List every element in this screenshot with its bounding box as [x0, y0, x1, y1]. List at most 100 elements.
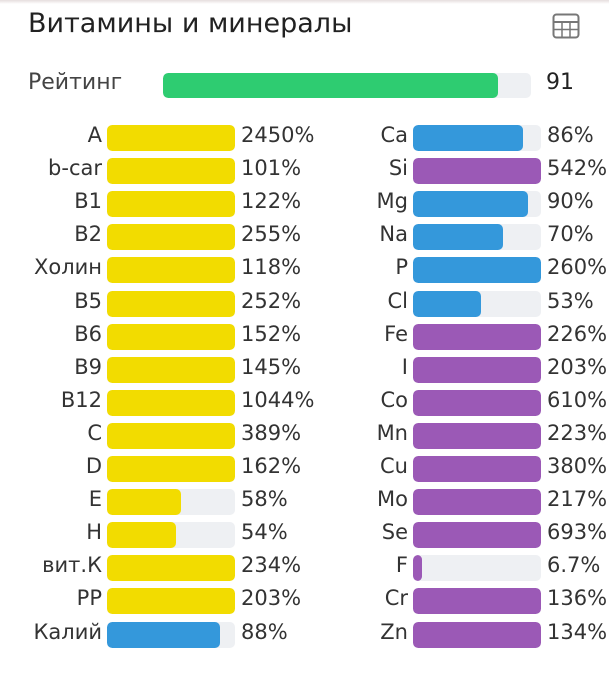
- nutrient-row: B5 252%: [0, 288, 609, 317]
- nutrient-row: C 389%: [0, 421, 609, 449]
- nutrient-bar-fill: [107, 191, 235, 218]
- nutrient-name: D: [85, 454, 102, 478]
- nutrient-bar: [413, 191, 541, 218]
- nutrient-bar: [107, 323, 235, 350]
- nutrient-row: b-car 101%: [0, 156, 609, 185]
- nutrient-value: 203%: [547, 354, 608, 379]
- nutrient-row: Ca 86%: [0, 123, 609, 151]
- nutrient-row: H 54%: [0, 520, 609, 549]
- nutrient-bar: [107, 224, 235, 251]
- nutrient-value: 122%: [241, 189, 302, 214]
- nutrient-bar: [107, 290, 235, 317]
- nutrient-name: E: [88, 487, 102, 512]
- nutrient-bar-fill: [413, 456, 541, 482]
- nutrient-bar: [107, 158, 235, 185]
- nutrient-bar-fill: [107, 621, 220, 648]
- nutrient-row: Zn 134%: [0, 619, 609, 648]
- nutrient-name: Холин: [33, 255, 102, 280]
- nutrient-name: Mo: [377, 487, 408, 512]
- nutrient-bar: [413, 456, 541, 482]
- nutrient-bar-fill: [413, 257, 541, 284]
- nutrient-bar-fill: [107, 489, 182, 516]
- table-grid-icon[interactable]: [552, 13, 580, 39]
- nutrient-bar-fill: [413, 489, 541, 516]
- rating-label: Рейтинг: [28, 70, 123, 95]
- nutrient-bar: [413, 389, 541, 416]
- nutrient-row: Fe 226%: [0, 321, 609, 350]
- nutrient-bar: [107, 456, 235, 482]
- nutrient-value: 54%: [241, 520, 288, 545]
- nutrient-value: 217%: [547, 487, 608, 512]
- nutrient-name: Se: [381, 520, 408, 545]
- nutrient-row: B9 145%: [0, 355, 609, 383]
- nutrient-value: 693%: [547, 520, 608, 545]
- nutrient-row: I 203%: [0, 354, 609, 383]
- nutrient-bar: [107, 389, 235, 416]
- nutrient-bar: [413, 323, 541, 350]
- nutrient-name: Mg: [376, 189, 408, 214]
- nutrient-bar-fill: [413, 158, 541, 185]
- nutrient-bar: [107, 489, 235, 516]
- nutrient-value: 134%: [547, 619, 608, 644]
- nutrient-row: D 162%: [0, 454, 609, 482]
- nutrient-row: вит.К 234%: [0, 553, 609, 582]
- nutrient-row: E 58%: [0, 487, 609, 516]
- nutrient-bar-fill: [413, 621, 541, 648]
- nutrient-name: I: [401, 354, 408, 379]
- nutrient-name: вит.К: [42, 553, 102, 578]
- nutrient-bar-fill: [107, 257, 235, 284]
- nutrient-value: 223%: [547, 420, 608, 445]
- nutrient-bar: [107, 125, 235, 151]
- nutrient-row: B12 1044%: [0, 387, 609, 416]
- nutrient-value: 380%: [547, 454, 608, 478]
- nutrient-row: Калий 88%: [0, 619, 609, 648]
- nutrient-value: 255%: [241, 222, 302, 247]
- nutrient-value: 542%: [547, 156, 608, 181]
- nutrient-name: Cl: [387, 288, 409, 313]
- nutrient-bar: [413, 621, 541, 648]
- nutrient-row: Mg 90%: [0, 189, 609, 218]
- nutrient-row: Mn 223%: [0, 420, 609, 449]
- nutrient-bar: [413, 158, 541, 185]
- nutrient-row: B1 122%: [0, 189, 609, 218]
- nutrient-bar-fill: [107, 224, 235, 251]
- nutrient-value: 162%: [241, 454, 302, 478]
- nutrient-value: 610%: [547, 387, 608, 412]
- nutrient-value: 90%: [547, 189, 594, 214]
- nutrient-bar-fill: [107, 389, 235, 416]
- nutrient-value: 203%: [241, 586, 302, 611]
- nutrient-name: B12: [60, 387, 102, 412]
- nutrient-bar-fill: [413, 125, 524, 151]
- nutrient-bar: [413, 489, 541, 516]
- nutrient-bar-fill: [107, 158, 235, 185]
- nutrient-bar: [413, 290, 541, 317]
- nutrient-name: b-car: [48, 156, 102, 181]
- nutrient-name: Na: [379, 222, 408, 247]
- nutrient-value: 252%: [241, 288, 302, 313]
- rating-bar-fill: [163, 73, 498, 98]
- nutrient-value: 136%: [547, 586, 608, 611]
- nutrient-value: 152%: [241, 321, 302, 346]
- nutrient-name: F: [395, 553, 408, 578]
- nutrient-name: Ca: [380, 123, 408, 147]
- nutrient-row: Co 610%: [0, 387, 609, 416]
- nutrient-row: F 6.7%: [0, 553, 609, 582]
- nutrient-bar: [413, 588, 541, 615]
- nutrient-bar-fill: [413, 191, 529, 218]
- nutrient-bar: [107, 191, 235, 218]
- nutrient-name: Cr: [384, 586, 408, 611]
- nutrient-name: Калий: [33, 619, 103, 644]
- nutrient-bar-fill: [413, 588, 541, 615]
- nutrient-name: B6: [74, 321, 102, 346]
- nutrient-row: P 260%: [0, 255, 609, 284]
- nutrient-name: Fe: [384, 321, 408, 346]
- nutrient-bar-fill: [107, 356, 235, 383]
- nutrient-value: 1044%: [241, 387, 315, 412]
- nutrient-row: PP 203%: [0, 586, 609, 615]
- nutrient-bar-fill: [413, 224, 503, 251]
- page-title: Витамины и минералы: [28, 8, 353, 39]
- nutrient-bar-fill: [413, 389, 541, 416]
- nutrient-bar: [107, 621, 235, 648]
- nutrient-bar: [413, 257, 541, 284]
- nutrient-value: 101%: [241, 156, 302, 181]
